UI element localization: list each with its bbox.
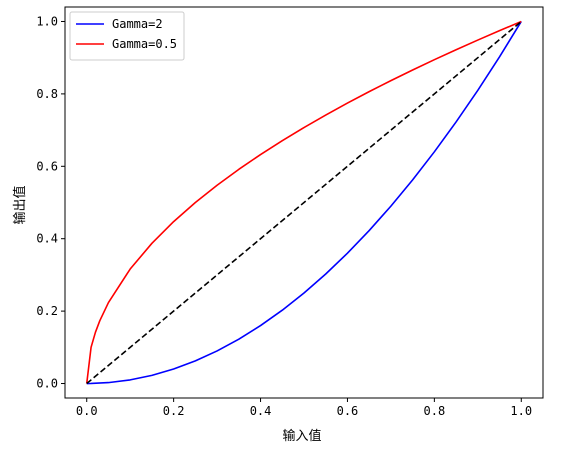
x-tick-label: 1.0 [510,404,532,418]
y-tick-label: 0.4 [36,232,58,246]
x-axis-ticks: 0.0 0.2 0.4 0.6 0.8 1.0 [76,398,532,418]
y-tick-label: 0.8 [36,87,58,101]
x-tick-label: 0.6 [337,404,359,418]
x-tick-label: 0.2 [163,404,185,418]
y-axis-ticks: 0.0 0.2 0.4 0.6 0.8 1.0 [36,14,65,391]
y-tick-label: 0.2 [36,304,58,318]
legend: Gamma=2 Gamma=0.5 [69,11,185,61]
series-line-reference-diagonal [86,20,522,385]
y-axis-label: 输出值 [12,185,28,224]
series-line-gamma-2 [86,21,522,385]
x-tick-label: 0.0 [76,404,98,418]
series-line-gamma-0-5 [85,20,522,384]
y-tick-label: 0.6 [36,159,58,173]
x-tick-label: 0.8 [424,404,446,418]
legend-label: Gamma=2 [112,17,163,31]
plot-frame [64,6,544,399]
series-layer [85,20,522,385]
y-tick-label: 0.0 [36,377,58,391]
y-tick-label: 1.0 [36,14,58,28]
x-tick-label: 0.4 [250,404,272,418]
x-axis-label: 输入值 [282,428,321,444]
legend-label: Gamma=0.5 [112,37,177,51]
